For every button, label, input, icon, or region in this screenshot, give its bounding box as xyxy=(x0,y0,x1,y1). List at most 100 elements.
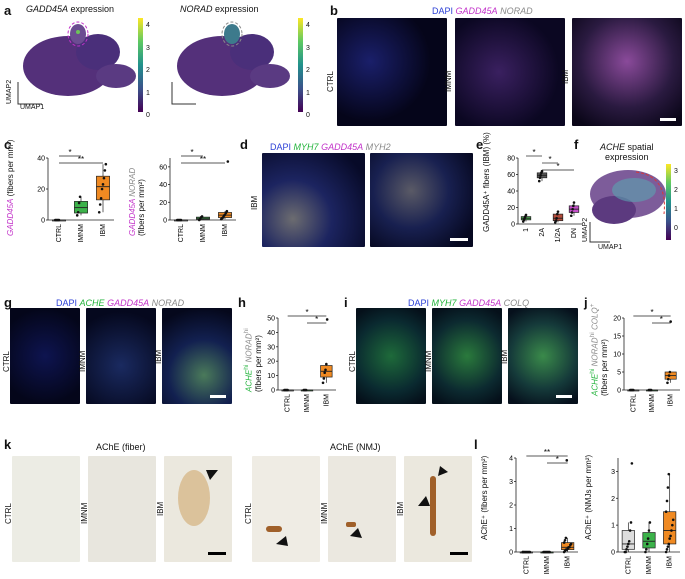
data-point xyxy=(624,550,627,554)
data-point xyxy=(103,169,107,172)
data-point xyxy=(627,539,631,543)
row-label-imnm: IMNM xyxy=(424,350,433,372)
gene-name: GADD45A xyxy=(6,198,15,236)
micrograph-b-ibm xyxy=(572,18,682,126)
micrograph-k-nmj-ctrl xyxy=(252,456,320,562)
data-point xyxy=(322,377,326,380)
y-tick-label: 1 xyxy=(509,526,513,533)
data-point xyxy=(540,169,544,173)
panel-k-title-fiber: AChE (fiber) xyxy=(96,442,146,452)
x-tick-label: IMNM xyxy=(304,394,311,413)
data-point xyxy=(630,462,634,465)
legend-myh7: MYH7 xyxy=(293,142,319,152)
tick: 1 xyxy=(674,206,678,213)
data-point xyxy=(97,210,101,214)
chart-c-left-ylabel: GADD45A (fibers per mm²) xyxy=(6,140,15,236)
panel-label-j: j xyxy=(584,295,588,310)
panel-label-a: a xyxy=(4,3,12,18)
row-label-ctrl: CTRL xyxy=(348,351,357,372)
chart-l-left-ylabel: AChE⁺ (fibers per mm²) xyxy=(480,455,489,540)
micrograph-k-nmj-imnm xyxy=(328,456,396,562)
x-tick-label: CTRL xyxy=(630,394,637,412)
data-point xyxy=(572,201,576,204)
y-tick-label: 15 xyxy=(613,334,621,341)
y-tick-label: 30 xyxy=(267,344,275,351)
scale-bar xyxy=(450,552,468,555)
data-point xyxy=(625,548,628,551)
micrograph-g-ibm xyxy=(162,308,232,404)
x-tick-label: 2A xyxy=(539,228,546,237)
y-tick-label: 20 xyxy=(37,187,45,194)
data-point xyxy=(564,536,568,540)
data-point xyxy=(225,209,229,213)
panel-i-legend: DAPI MYH7 GADD45A COLQ xyxy=(408,298,529,308)
significance-label: ** xyxy=(200,155,206,164)
x-tick-label: CTRL xyxy=(178,224,185,242)
row-label-ibm: IBM xyxy=(154,349,163,364)
data-point xyxy=(668,537,671,540)
row-label-imnm: IMNM xyxy=(80,502,89,524)
panel-label-c: c xyxy=(4,137,12,152)
data-point xyxy=(671,523,674,527)
scale-bar xyxy=(210,395,226,398)
y-tick-label: 40 xyxy=(507,189,515,196)
panel-a-title-1: GADD45A expression xyxy=(26,4,114,14)
data-point xyxy=(628,529,632,532)
y-tick-label: 0 xyxy=(163,218,167,225)
gene-name: NORAD xyxy=(244,333,254,365)
legend-dapi: DAPI xyxy=(56,298,78,308)
colorbar-a xyxy=(138,18,143,112)
chart-h: 0 10 20 30 40 50 CTRL IMNM IBM * * xyxy=(267,308,336,413)
legend-ache: ACHE xyxy=(79,298,105,308)
data-point xyxy=(98,203,102,206)
micrograph-g-ctrl xyxy=(10,308,80,404)
x-tick-label: 1 xyxy=(523,228,530,232)
data-point xyxy=(664,550,668,554)
significance-label: ** xyxy=(78,155,84,164)
data-point xyxy=(321,381,325,385)
x-tick-label: IBM xyxy=(667,556,674,569)
x-tick-label: CTRL xyxy=(523,556,530,574)
micrograph-k-nmj-ibm xyxy=(404,456,472,562)
chart-h-ylabel: ACHEhi NORADhi (fibers per mm²) xyxy=(242,328,263,392)
data-point xyxy=(539,174,542,177)
x-tick-label: CTRL xyxy=(625,556,632,574)
data-point xyxy=(325,362,328,366)
data-point xyxy=(648,521,652,524)
significance-label: * xyxy=(556,455,559,464)
data-point xyxy=(665,499,669,503)
legend-norad: NORAD xyxy=(500,6,533,16)
data-point xyxy=(548,550,551,554)
x-tick-label: IBM xyxy=(100,224,107,237)
data-point xyxy=(666,486,670,489)
data-point xyxy=(670,529,673,532)
data-point xyxy=(568,546,571,549)
tick: 3 xyxy=(146,44,150,52)
micrograph-b-ctrl xyxy=(337,18,447,126)
data-point xyxy=(76,210,80,214)
data-point xyxy=(647,529,651,532)
legend-gadd45a: GADD45A xyxy=(107,298,150,308)
data-point xyxy=(524,213,528,217)
chart-e-ylabel: GADD45A⁺ fibers (IBM) (%) xyxy=(482,132,491,232)
y-tick-label: 1 xyxy=(611,523,615,530)
ylabel-units: (fibers per mm²) xyxy=(599,339,609,396)
chart-e: 0 20 40 60 80 1 2A 1/2A DN * * * xyxy=(507,148,582,242)
y-tick-label: 0 xyxy=(511,222,515,229)
box xyxy=(642,532,656,549)
micrograph-k-fiber-ctrl xyxy=(12,456,80,562)
gene-name: ACHE xyxy=(590,373,600,396)
x-tick-label: IMNM xyxy=(646,556,653,575)
ylabel-units: (fibers per mm²) xyxy=(253,335,263,392)
micrograph-g-imnm xyxy=(86,308,156,404)
x-tick-label: IBM xyxy=(565,556,572,569)
data-point xyxy=(537,179,541,183)
tick: 1 xyxy=(146,89,150,97)
data-point xyxy=(179,218,183,222)
legend-dapi: DAPI xyxy=(432,6,454,16)
box xyxy=(96,175,110,201)
data-point xyxy=(101,183,105,186)
tick: 2 xyxy=(306,67,310,74)
panel-b-legend: DAPI GADD45A NORAD xyxy=(432,6,533,16)
tick: 4 xyxy=(306,22,310,29)
